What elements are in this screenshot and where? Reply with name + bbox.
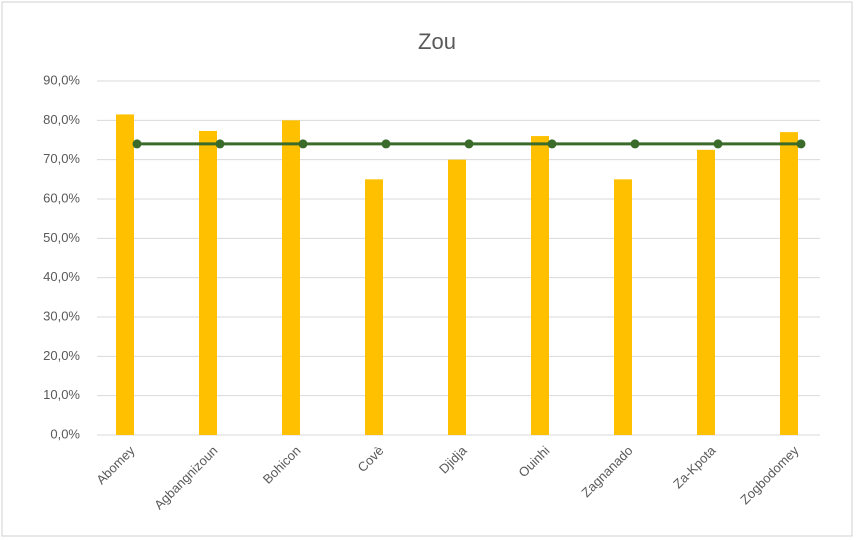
y-tick-label: 50,0% [43,230,80,245]
y-tick-label: 60,0% [43,190,80,205]
y-tick-label: 10,0% [43,387,80,402]
y-tick-label: 30,0% [43,308,80,323]
bar [697,149,715,436]
y-tick-label: 0,0% [50,426,80,441]
bar [116,114,134,435]
line-marker [464,139,474,149]
bar [614,179,632,435]
line-marker [132,139,142,149]
y-tick-label: 40,0% [43,269,80,284]
line-marker [215,139,225,149]
bar [199,130,217,435]
bar [780,132,798,435]
line-marker [713,139,723,149]
y-tick-label: 70,0% [43,151,80,166]
line-marker [298,139,308,149]
line-marker [796,139,806,149]
line-marker [547,139,557,149]
y-tick-label: 90,0% [43,72,80,87]
y-tick-label: 20,0% [43,348,80,363]
line-marker [630,139,640,149]
bar [531,136,549,436]
bar [365,179,383,435]
chart-title: Zou [418,29,456,54]
bar [448,159,466,435]
line-marker [381,139,391,149]
y-tick-label: 80,0% [43,112,80,127]
bar [282,120,300,435]
